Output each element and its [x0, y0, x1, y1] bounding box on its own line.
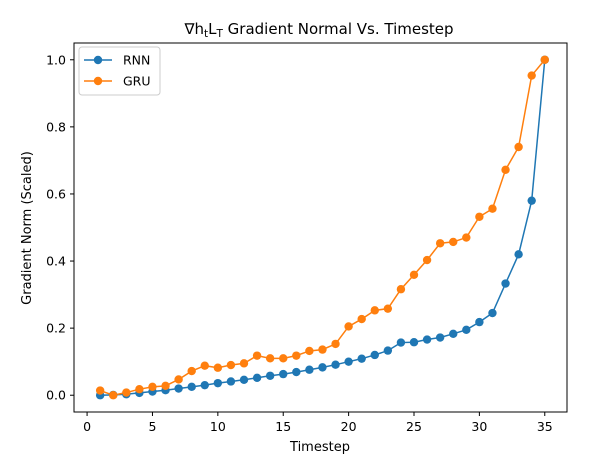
data-point-rnn — [265, 371, 275, 380]
data-point-rnn — [383, 346, 393, 355]
plot-frame — [73, 42, 568, 413]
data-point-rnn — [305, 365, 314, 374]
data-point-rnn — [475, 317, 484, 327]
data-point-gru — [318, 345, 327, 354]
data-point-rnn — [449, 329, 458, 339]
data-point-gru — [462, 233, 471, 242]
data-point-gru — [200, 361, 209, 370]
y-tick-label: 1.0 — [46, 52, 66, 67]
data-point-gru — [265, 354, 275, 363]
data-point-gru — [357, 314, 366, 324]
data-point-rnn — [213, 378, 223, 388]
data-point-rnn — [239, 375, 249, 384]
data-point-rnn — [357, 354, 366, 363]
x-tick-label: 10 — [210, 419, 226, 434]
data-point-gru — [370, 306, 379, 315]
data-point-gru — [174, 375, 183, 384]
y-tick-label: 0.2 — [46, 321, 66, 336]
data-point-rnn — [200, 380, 209, 390]
data-point-gru — [187, 366, 196, 376]
data-point-gru — [239, 359, 249, 368]
data-point-rnn — [514, 250, 523, 259]
data-point-rnn — [396, 338, 406, 347]
data-point-gru — [213, 363, 223, 372]
series-markers — [95, 55, 549, 400]
data-point-gru — [501, 165, 510, 175]
data-point-rnn — [174, 384, 183, 393]
data-point-rnn — [370, 350, 379, 360]
legend-label-gru: GRU — [123, 74, 151, 89]
data-point-gru — [135, 384, 144, 394]
x-tick-label: 30 — [471, 419, 487, 434]
data-point-rnn — [226, 377, 236, 386]
legend: RNN GRU — [78, 46, 161, 96]
data-point-gru — [409, 270, 419, 279]
data-point-gru — [161, 381, 170, 391]
data-point-gru — [122, 388, 131, 397]
data-point-gru — [95, 386, 105, 395]
data-point-rnn — [187, 382, 196, 392]
data-point-rnn — [252, 373, 262, 382]
y-tick-label: 0.0 — [46, 388, 66, 403]
x-tick-label: 25 — [406, 419, 422, 434]
data-point-gru — [279, 354, 288, 363]
x-tick-label: 20 — [341, 419, 357, 434]
data-point-rnn — [488, 308, 497, 318]
data-point-gru — [488, 204, 497, 213]
legend-marker-rnn — [93, 55, 103, 65]
data-point-gru — [540, 55, 549, 64]
data-point-gru — [422, 255, 432, 265]
data-point-gru — [252, 351, 262, 360]
data-point-gru — [396, 285, 406, 294]
data-point-rnn — [409, 338, 419, 347]
y-tick-label: 0.6 — [46, 186, 66, 201]
data-point-rnn — [318, 363, 327, 372]
data-point-rnn — [422, 335, 432, 344]
data-point-rnn — [435, 333, 445, 342]
x-tick-label: 5 — [148, 419, 156, 434]
data-point-gru — [305, 346, 314, 356]
data-point-gru — [514, 142, 523, 152]
data-point-gru — [344, 322, 353, 331]
data-point-rnn — [462, 325, 471, 335]
y-tick-label: 0.4 — [46, 254, 66, 269]
data-point-rnn — [331, 360, 340, 369]
data-point-gru — [226, 360, 236, 370]
x-tick-label: 15 — [275, 419, 291, 434]
data-point-gru — [148, 382, 157, 392]
y-tick-label: 0.8 — [46, 119, 66, 134]
x-tick-label: 0 — [83, 419, 91, 434]
data-point-gru — [331, 339, 340, 349]
data-point-gru — [383, 304, 393, 313]
chart-title: ∇htLT Gradient Normal Vs. Timestep — [183, 20, 453, 40]
x-tick-label: 35 — [537, 419, 553, 434]
data-point-gru — [475, 212, 484, 221]
data-point-rnn — [501, 279, 510, 288]
data-point-gru — [109, 391, 118, 400]
data-point-rnn — [527, 196, 536, 205]
y-axis-label: Gradient Norm (Scaled) — [20, 151, 35, 305]
data-point-gru — [435, 239, 445, 248]
x-axis-ticks: 0 5 10 15 20 25 30 35 — [83, 412, 553, 434]
data-point-gru — [292, 351, 301, 360]
y-axis-ticks: 0.0 0.2 0.4 0.6 0.8 1.0 — [46, 52, 74, 403]
legend-label-rnn: RNN — [123, 53, 150, 68]
legend-marker-gru — [93, 76, 103, 86]
data-point-gru — [527, 71, 536, 80]
data-point-rnn — [292, 367, 301, 377]
x-axis-label: Timestep — [289, 440, 350, 455]
data-point-gru — [449, 237, 458, 247]
data-point-rnn — [344, 357, 353, 366]
data-point-rnn — [279, 369, 288, 379]
